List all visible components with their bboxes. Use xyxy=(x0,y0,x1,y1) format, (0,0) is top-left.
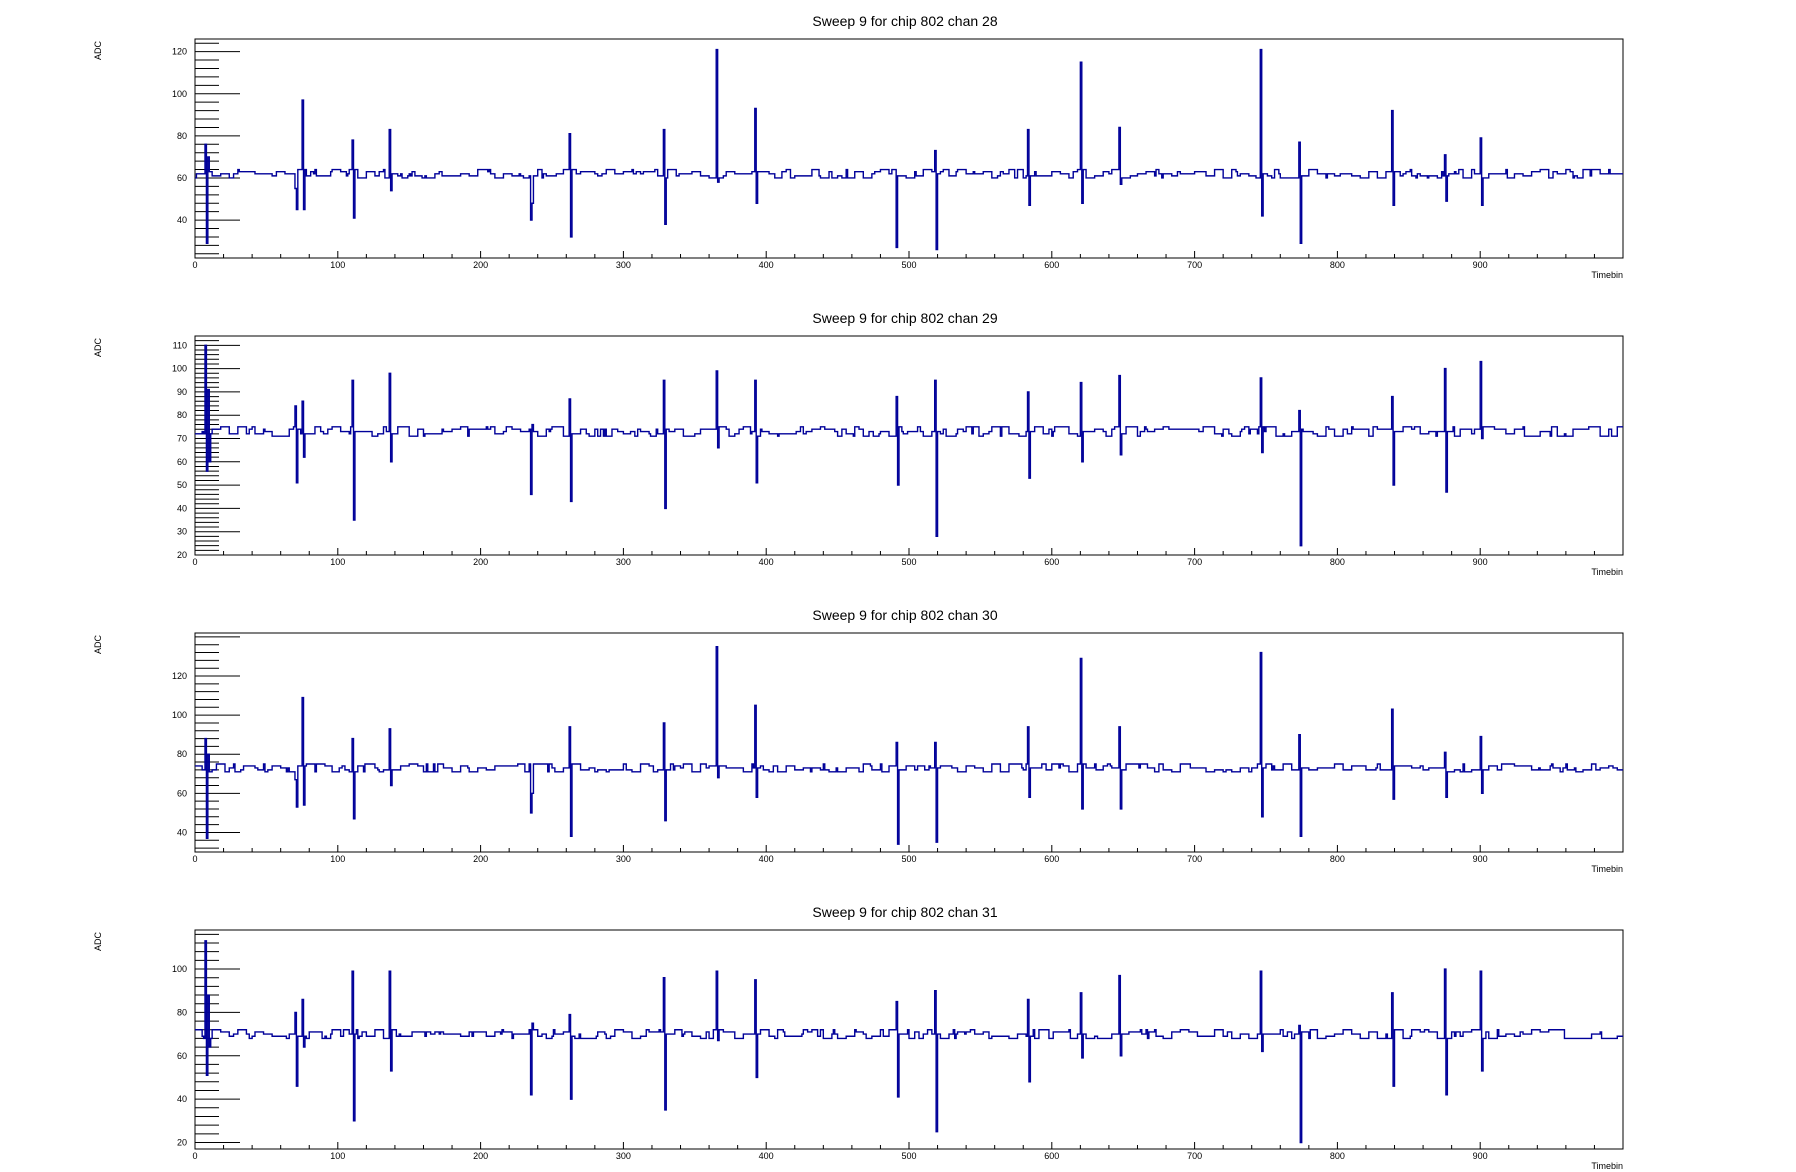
x-tick-label: 700 xyxy=(1187,260,1202,270)
y-tick-label: 40 xyxy=(177,1094,187,1104)
x-tick-label: 900 xyxy=(1473,557,1488,567)
x-tick-label: 600 xyxy=(1044,854,1059,864)
x-tick-label: 0 xyxy=(192,1151,197,1161)
y-tick-label: 70 xyxy=(177,434,187,444)
x-tick-label: 700 xyxy=(1187,854,1202,864)
series-line xyxy=(195,344,1623,547)
x-tick-label: 400 xyxy=(759,1151,774,1161)
x-axis-label: Timebin xyxy=(1591,1161,1623,1171)
chart-panel-3: Sweep 9 for chip 802 chan 31 ADC Timebin 0 1… xyxy=(93,904,1624,1171)
x-tick-label: 500 xyxy=(901,260,916,270)
y-tick-label: 60 xyxy=(177,457,187,467)
y-tick-label: 40 xyxy=(177,503,187,513)
x-tick-label: 900 xyxy=(1473,854,1488,864)
x-tick-label: 100 xyxy=(330,557,345,567)
x-tick-label: 400 xyxy=(759,854,774,864)
x-tick-label: 200 xyxy=(473,854,488,864)
series-line xyxy=(195,940,1623,1144)
y-tick-label: 100 xyxy=(172,964,187,974)
chart-panel-2: Sweep 9 for chip 802 chan 30 ADC Timebin 0 1… xyxy=(93,607,1624,874)
y-tick-label: 100 xyxy=(172,364,187,374)
x-tick-label: 200 xyxy=(473,260,488,270)
x-tick-label: 0 xyxy=(192,260,197,270)
x-tick-label: 400 xyxy=(759,260,774,270)
y-tick-label: 40 xyxy=(177,215,187,225)
y-tick-label: 80 xyxy=(177,410,187,420)
x-axis-label: Timebin xyxy=(1591,270,1623,280)
y-tick-label: 20 xyxy=(177,1137,187,1147)
x-tick-label: 500 xyxy=(901,557,916,567)
x-tick-label: 600 xyxy=(1044,260,1059,270)
x-tick-label: 300 xyxy=(616,854,631,864)
plot-frame xyxy=(194,38,1624,259)
y-axis-label: ADC xyxy=(93,41,103,61)
x-tick-label: 900 xyxy=(1473,1151,1488,1161)
x-tick-label: 500 xyxy=(901,854,916,864)
x-tick-label: 0 xyxy=(192,854,197,864)
y-axis-label: ADC xyxy=(93,338,103,358)
y-tick-label: 80 xyxy=(177,749,187,759)
series-line xyxy=(195,645,1623,845)
x-tick-label: 900 xyxy=(1473,260,1488,270)
x-axis-label: Timebin xyxy=(1591,864,1623,874)
y-tick-label: 40 xyxy=(177,827,187,837)
y-tick-label: 60 xyxy=(177,173,187,183)
chart-title: Sweep 9 for chip 802 chan 29 xyxy=(812,310,997,326)
x-tick-label: 800 xyxy=(1330,854,1345,864)
plot-frame xyxy=(194,632,1624,853)
y-tick-label: 50 xyxy=(177,480,187,490)
x-tick-label: 800 xyxy=(1330,260,1345,270)
x-tick-label: 200 xyxy=(473,1151,488,1161)
x-tick-label: 800 xyxy=(1330,1151,1345,1161)
x-tick-label: 100 xyxy=(330,1151,345,1161)
y-tick-label: 110 xyxy=(173,340,187,350)
x-tick-label: 800 xyxy=(1330,557,1345,567)
y-tick-label: 80 xyxy=(177,1007,187,1017)
y-tick-label: 100 xyxy=(172,710,187,720)
y-tick-label: 80 xyxy=(177,131,187,141)
plot-frame xyxy=(194,929,1624,1150)
y-axis-label: ADC xyxy=(93,932,103,952)
chart-panel-1: Sweep 9 for chip 802 chan 29 ADC Timebin 0 1… xyxy=(93,310,1624,577)
y-tick-label: 20 xyxy=(177,550,187,560)
x-tick-label: 700 xyxy=(1187,1151,1202,1161)
x-tick-label: 0 xyxy=(192,557,197,567)
y-tick-label: 120 xyxy=(172,47,187,57)
x-tick-label: 200 xyxy=(473,557,488,567)
x-tick-label: 100 xyxy=(330,260,345,270)
x-tick-label: 700 xyxy=(1187,557,1202,567)
y-axis-label: ADC xyxy=(93,635,103,655)
x-tick-label: 300 xyxy=(616,260,631,270)
y-tick-label: 60 xyxy=(177,1051,187,1061)
chart-title: Sweep 9 for chip 802 chan 30 xyxy=(812,607,997,623)
y-tick-label: 120 xyxy=(172,671,187,681)
x-tick-label: 300 xyxy=(616,1151,631,1161)
y-tick-label: 30 xyxy=(177,527,187,537)
x-tick-label: 600 xyxy=(1044,1151,1059,1161)
y-tick-label: 60 xyxy=(177,788,187,798)
y-tick-label: 100 xyxy=(172,89,187,99)
x-tick-label: 400 xyxy=(759,557,774,567)
plot-frame xyxy=(194,335,1624,556)
y-tick-label: 90 xyxy=(177,387,187,397)
x-tick-label: 100 xyxy=(330,854,345,864)
chart-panel-0: Sweep 9 for chip 802 chan 28 ADC Timebin 0 1… xyxy=(93,13,1624,280)
x-axis-label: Timebin xyxy=(1591,567,1623,577)
chart-title: Sweep 9 for chip 802 chan 31 xyxy=(812,904,997,920)
x-tick-label: 600 xyxy=(1044,557,1059,567)
series-line xyxy=(195,48,1623,251)
x-tick-label: 300 xyxy=(616,557,631,567)
x-tick-label: 500 xyxy=(901,1151,916,1161)
chart-title: Sweep 9 for chip 802 chan 28 xyxy=(812,13,997,29)
